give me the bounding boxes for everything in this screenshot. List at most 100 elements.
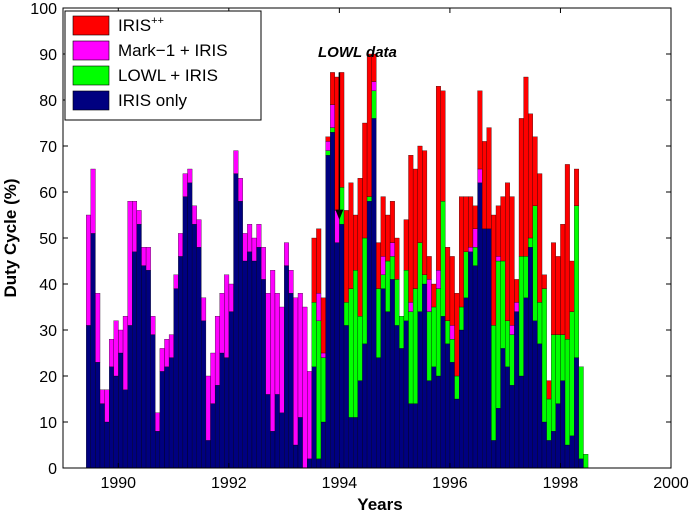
bar-segment-3-61 [366,53,372,197]
bar-segment-1-66 [389,256,395,280]
bar-segment-0-12 [141,265,147,469]
bar-segment-1-63 [376,288,382,358]
bar-segment-3-64 [380,196,386,257]
bar-segment-1-98 [537,302,543,344]
bar-segment-2-79 [449,325,455,340]
bar-segment-0-34 [242,260,248,469]
bar-segment-0-56 [343,325,349,469]
bar-segment-2-13 [145,247,151,271]
bar-segment-3-99 [541,274,547,289]
bar-segment-0-11 [136,224,142,469]
bar-segment-0-75 [431,366,437,469]
bar-segment-0-43 [284,265,289,469]
bar-segment-2-62 [371,81,377,91]
bar-segment-0-51 [320,421,326,469]
bar-segment-0-45 [293,444,299,469]
y-tick-label-0: 0 [48,461,57,478]
lowl-data-label: LOWL data [318,44,397,61]
bar-segment-2-18 [168,334,174,358]
bar-segment-1-73 [422,274,428,285]
bar-segment-3-88 [491,214,497,326]
bar-segment-0-91 [505,366,510,469]
bar-segment-3-101 [551,242,556,335]
x-tick-label-1996: 1996 [432,475,468,492]
bar-segment-0-22 [187,182,193,469]
legend-label-mark1: Mark−1 + IRIS [118,41,228,60]
bar-segment-2-25 [201,297,207,321]
bar-segment-2-12 [141,247,147,266]
bar-segment-3-94 [518,118,524,257]
bar-segment-3-51 [320,297,326,354]
bar-segment-2-33 [237,178,243,202]
bar-segment-1-56 [343,302,349,326]
bar-segment-2-20 [178,233,184,257]
bar-segment-1-61 [366,196,372,202]
bar-segment-2-23 [191,205,197,225]
annotation-arrow-head [335,209,344,220]
bar-segment-2-53 [330,104,335,128]
bar-segment-1-82 [463,251,469,298]
bar-segment-0-107 [578,458,584,469]
bar-segment-2-28 [214,316,220,386]
bar-segment-0-77 [440,316,446,469]
bar-segment-3-90 [500,196,506,262]
bar-segment-1-84 [472,247,478,266]
bar-segment-2-92 [509,325,515,335]
bar-segment-0-10 [132,251,138,469]
bar-segment-2-27 [210,352,216,404]
bar-segment-0-92 [509,385,515,469]
bar-segment-3-102 [555,256,561,335]
y-tick-label-30: 30 [39,323,57,340]
x-tick-label-1994: 1994 [322,475,358,492]
bar-segment-1-103 [560,334,566,381]
bar-segment-3-81 [459,196,464,308]
bar-segment-3-53 [330,72,335,105]
bar-segment-0-53 [330,132,335,469]
y-tick-label-90: 90 [39,47,57,64]
bar-segment-0-79 [449,362,455,469]
bar-segment-2-42 [279,306,285,413]
bar-segment-2-38 [261,247,266,280]
y-tick-label-20: 20 [39,369,57,386]
bar-segment-0-90 [500,348,506,469]
bar-segment-0-72 [417,311,423,469]
bar-segment-0-93 [514,311,520,469]
bar-segment-1-100 [546,398,552,441]
bar-segment-0-103 [560,380,566,469]
bar-segment-1-70 [408,311,414,404]
bar-segment-0-70 [408,403,414,469]
bar-segment-2-7 [118,329,124,354]
bar-segment-3-76 [435,86,441,271]
bar-segment-2-46 [297,293,303,418]
bar-segment-0-88 [491,440,497,469]
bar-segment-0-39 [265,394,271,469]
bar-segment-0-14 [150,334,156,469]
bar-segment-2-45 [293,297,299,446]
legend-label-lowl: LOWL + IRIS [118,66,218,85]
bar-segment-3-89 [495,205,501,257]
bar-segment-0-74 [426,380,432,469]
bar-segment-3-59 [357,178,363,317]
bar-segment-2-24 [196,219,202,248]
bar-segment-0-42 [279,412,285,469]
legend-swatch-lowl [72,65,110,86]
x-tick-label-1998: 1998 [543,475,579,492]
bar-segment-1-102 [555,334,561,404]
bar-segment-0-29 [219,352,225,469]
bar-segment-0-44 [288,293,294,469]
bar-segment-2-36 [251,237,257,262]
bar-segment-2-10 [132,201,138,252]
bar-segment-0-23 [191,224,197,469]
bar-segment-3-72 [417,145,423,243]
bar-segment-1-71 [412,288,418,404]
bar-segment-2-41 [274,293,280,395]
bar-segment-2-3 [99,389,105,404]
bar-segment-0-57 [348,417,354,469]
legend-swatch-mark1 [72,40,110,61]
bar-segment-0-30 [224,357,230,469]
bar-segment-2-66 [389,242,395,257]
bar-segment-2-21 [182,173,188,197]
bar-segment-0-24 [196,247,202,469]
bar-segment-0-80 [454,398,460,469]
